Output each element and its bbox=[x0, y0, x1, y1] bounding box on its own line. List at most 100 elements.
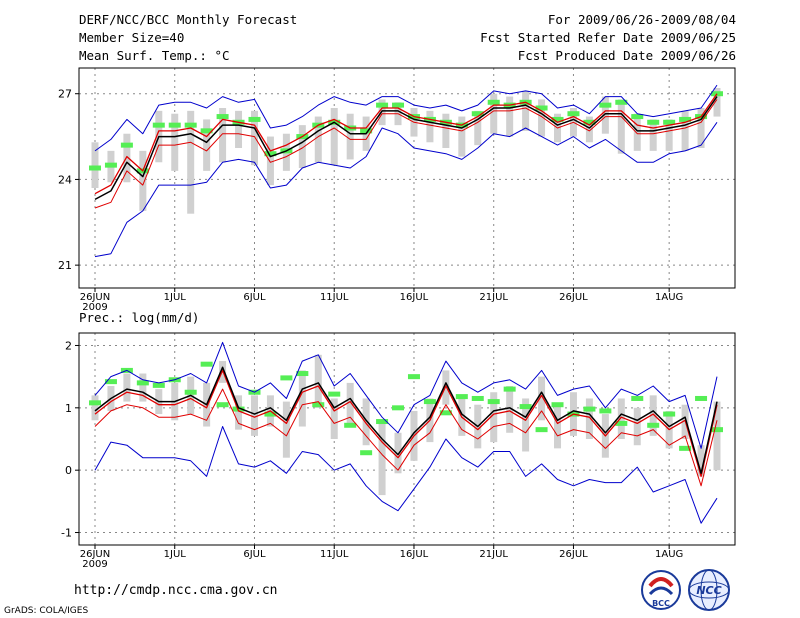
temperature-spread-box bbox=[649, 119, 657, 151]
temperature-obs-marker bbox=[663, 119, 676, 125]
precipitation-spread-box bbox=[394, 432, 402, 474]
temperature-obs-marker bbox=[248, 116, 261, 122]
precipitation-spread-box bbox=[490, 392, 498, 443]
precipitation-obs-marker bbox=[104, 379, 117, 385]
precipitation-spread-box bbox=[123, 373, 131, 402]
temperature-spread-box bbox=[665, 119, 673, 151]
temperature-spread-box bbox=[681, 110, 689, 151]
temperature-xtick-label: 6JUL bbox=[243, 292, 266, 303]
precipitation-spread-box bbox=[585, 398, 593, 439]
precipitation-obs-marker bbox=[631, 395, 644, 401]
temperature-spread-box bbox=[697, 108, 705, 148]
precipitation-obs-marker bbox=[503, 386, 516, 392]
temperature-xtick-label: 26JUN bbox=[80, 292, 110, 303]
temperature-ytick-label: 21 bbox=[58, 259, 72, 272]
precipitation-obs-marker bbox=[439, 410, 452, 416]
precipitation-ytick-label: -1 bbox=[61, 527, 72, 540]
header-title: DERF/NCC/BCC Monthly Forecast bbox=[79, 12, 298, 27]
temperature-spread-box bbox=[474, 110, 482, 146]
precipitation-obs-marker bbox=[407, 374, 420, 380]
temperature-obs-marker bbox=[392, 102, 405, 108]
precipitation-spread-box bbox=[506, 386, 514, 433]
temperature-spread-box bbox=[346, 113, 354, 160]
precipitation-plot-frame bbox=[78, 332, 736, 546]
temperature-xtick-label: 16JUL bbox=[400, 292, 429, 303]
precipitation-obs-marker bbox=[328, 391, 341, 397]
precipitation-obs-marker bbox=[455, 394, 468, 400]
precipitation-spread-box bbox=[633, 407, 641, 446]
footer-url[interactable]: http://cmdp.ncc.cma.gov.cn bbox=[74, 583, 278, 598]
temperature-obs-marker bbox=[216, 114, 229, 120]
temperature-spread-box bbox=[330, 108, 338, 166]
precipitation-xtick-label: 11JUL bbox=[320, 549, 349, 560]
ncc-logo-text: NCC bbox=[696, 584, 721, 597]
precipitation-spread-box bbox=[554, 404, 562, 449]
temperature-spread-box bbox=[522, 90, 530, 131]
precipitation-spread-box bbox=[713, 401, 721, 471]
precipitation-obs-marker bbox=[392, 405, 405, 411]
logos: BCC NCC bbox=[641, 569, 730, 611]
temperature-spread-box bbox=[426, 110, 434, 143]
temperature-spread-box bbox=[298, 125, 306, 168]
precipitation-xtick-label: 1JUL bbox=[164, 549, 187, 560]
precipitation-member-max-line bbox=[94, 341, 718, 449]
precipitation-spread-box bbox=[250, 395, 258, 436]
ncc-logo: NCC bbox=[688, 569, 730, 611]
footer-credit: GrADS: COLA/IGES bbox=[4, 606, 89, 616]
precipitation-obs-marker bbox=[471, 395, 484, 401]
precipitation-obs-marker bbox=[423, 399, 436, 405]
temperature-spread-box bbox=[139, 150, 147, 211]
temperature-spread-box bbox=[601, 96, 609, 134]
precipitation-obs-marker bbox=[264, 411, 277, 417]
temperature-obs-marker bbox=[200, 128, 213, 134]
temperature-lower-red-line bbox=[94, 99, 718, 209]
precipitation-spread-box bbox=[235, 395, 243, 430]
temperature-obs-marker bbox=[647, 119, 660, 125]
temperature-xtick-label: 21JUL bbox=[479, 292, 508, 303]
temperature-spread-box bbox=[203, 119, 211, 171]
temperature-spread-box bbox=[235, 110, 243, 148]
precipitation-xtick-label: 26JUN bbox=[80, 549, 110, 560]
temperature-spread-box bbox=[490, 93, 498, 134]
header-period: For 2009/06/26-2009/08/04 bbox=[547, 12, 736, 27]
precipitation-spread-box bbox=[314, 354, 322, 408]
precipitation-obs-marker bbox=[583, 406, 596, 412]
precipitation-obs-marker bbox=[615, 420, 628, 426]
precipitation-xtick-label: 21JUL bbox=[479, 549, 508, 560]
temperature-obs-marker bbox=[583, 119, 596, 125]
precipitation-spread-box bbox=[538, 376, 546, 421]
temperature-obs-marker bbox=[89, 165, 101, 171]
temperature-xtick-label: 1JUL bbox=[164, 292, 187, 303]
temperature-obs-marker bbox=[535, 105, 548, 111]
temperature-spread-box bbox=[91, 142, 99, 188]
temperature-obs-marker bbox=[264, 151, 277, 157]
temperature-obs-marker bbox=[487, 99, 500, 105]
temperature-obs-marker bbox=[599, 102, 612, 108]
precipitation-year-label: 2009 bbox=[82, 559, 107, 570]
temperature-spread-box bbox=[458, 116, 466, 157]
temperature-obs-marker bbox=[184, 122, 197, 128]
precipitation-obs-marker bbox=[184, 389, 197, 395]
precipitation-obs-marker bbox=[136, 380, 149, 386]
temperature-ytick-label: 24 bbox=[58, 173, 72, 186]
precipitation-member-min-line bbox=[94, 426, 718, 524]
precipitation-spread-box bbox=[346, 382, 354, 427]
precipitation-obs-marker bbox=[152, 382, 165, 388]
precipitation-obs-marker bbox=[647, 422, 660, 428]
precipitation-ytick-label: 0 bbox=[65, 464, 72, 477]
precipitation-title: Prec.: log(mm/d) bbox=[79, 310, 199, 325]
precipitation-obs-marker bbox=[312, 402, 325, 408]
temperature-xtick-label: 26JUL bbox=[559, 292, 588, 303]
precipitation-obs-marker bbox=[711, 427, 723, 433]
precipitation-obs-marker bbox=[599, 408, 612, 414]
temperature-obs-marker bbox=[631, 114, 644, 120]
precipitation-median-line bbox=[94, 369, 718, 478]
temperature-spread-box bbox=[633, 113, 641, 151]
precipitation-ytick-label: 1 bbox=[65, 402, 72, 415]
temperature-obs-marker bbox=[376, 102, 389, 108]
temperature-mean-line bbox=[94, 96, 718, 201]
temperature-spread-box bbox=[171, 113, 179, 171]
temperature-spread-box bbox=[617, 99, 625, 154]
bcc-logo-text: BCC bbox=[652, 599, 670, 608]
